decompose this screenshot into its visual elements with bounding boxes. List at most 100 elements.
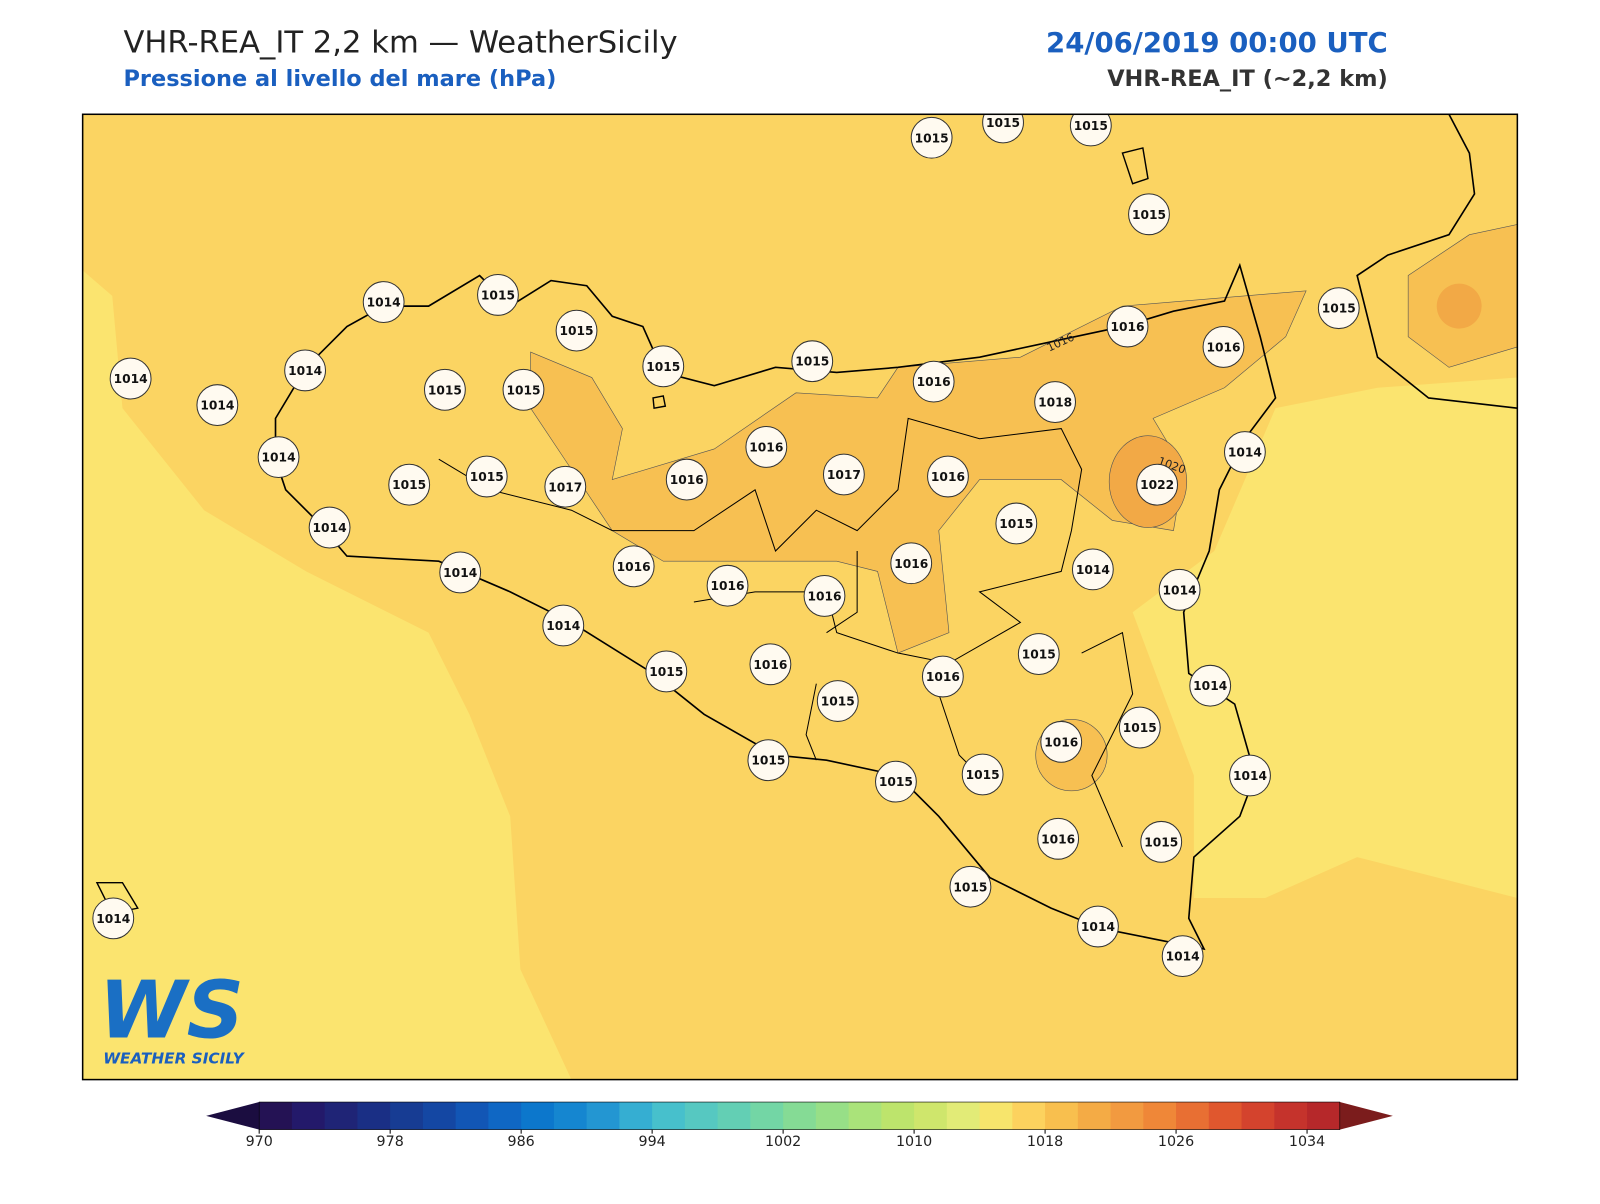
station-marker xyxy=(747,739,790,782)
colorbar-tick-label: 1010 xyxy=(896,1134,932,1150)
colorbar-bin xyxy=(553,1102,588,1130)
station-marker xyxy=(542,604,585,647)
station-marker xyxy=(1202,326,1245,368)
station-marker xyxy=(612,545,655,588)
station-marker xyxy=(1040,720,1083,763)
colorbar-bin xyxy=(291,1102,326,1130)
station-marker xyxy=(284,349,327,392)
colorbar-bin xyxy=(914,1102,948,1130)
colorbar-bin xyxy=(652,1102,686,1130)
station-value: 1015 xyxy=(1132,208,1166,222)
station-value: 1014 xyxy=(1233,769,1267,783)
colorbar-bin xyxy=(946,1102,981,1130)
colorbar-bin xyxy=(881,1102,915,1130)
station-marker xyxy=(1161,935,1204,978)
colorbar-bin xyxy=(619,1102,653,1130)
station-value: 1016 xyxy=(670,473,704,487)
colorbar-bin xyxy=(455,1102,489,1130)
station-marker xyxy=(1034,381,1077,423)
logo-name: WEATHER SICILY xyxy=(103,1050,245,1068)
station-value: 1016 xyxy=(749,440,783,454)
station-value: 1014 xyxy=(96,912,130,926)
station-value: 1016 xyxy=(753,658,787,672)
station-value: 1016 xyxy=(931,470,965,484)
station-value: 1014 xyxy=(546,619,580,633)
station-marker xyxy=(1069,114,1112,147)
colorbar-frame xyxy=(258,1101,1341,1130)
station-value: 1015 xyxy=(506,383,540,397)
colorbar-tick-label: 1002 xyxy=(765,1134,801,1150)
station-marker xyxy=(502,368,545,411)
colorbar-tick-label: 978 xyxy=(377,1134,404,1150)
station-value: 1015 xyxy=(999,517,1033,531)
colorbar-bin xyxy=(390,1102,424,1130)
colorbar-bin xyxy=(815,1102,850,1130)
colorbar-tick-label: 986 xyxy=(508,1134,535,1150)
colorbar-bin xyxy=(1110,1102,1144,1130)
colorbar-bin xyxy=(717,1102,751,1130)
station-value: 1015 xyxy=(915,131,949,145)
colorbar-tick-label: 1026 xyxy=(1158,1134,1194,1150)
colorbar-bin xyxy=(1208,1102,1243,1130)
station-marker xyxy=(912,360,955,403)
coastline xyxy=(274,262,1277,951)
station-value: 1015 xyxy=(795,355,829,369)
colorbar-bin xyxy=(1045,1102,1079,1130)
stations: 1015 1015 1015 1015 1014 1015 1015 1014 1014 1014… xyxy=(92,114,1360,978)
station-value: 1016 xyxy=(926,670,960,684)
station-marker xyxy=(949,865,992,908)
station-value: 1015 xyxy=(428,383,462,397)
colorbar-bin xyxy=(521,1102,555,1130)
station-marker xyxy=(1017,633,1060,675)
model: VHR-REA_IT (~2,2 km) xyxy=(1107,66,1388,92)
colorbar-bin xyxy=(1012,1102,1046,1130)
colorbar-bin xyxy=(1307,1102,1341,1130)
station-marker xyxy=(816,680,859,722)
station-marker xyxy=(910,116,953,159)
colorbar-bin xyxy=(1077,1102,1112,1130)
station-value: 1015 xyxy=(953,880,987,894)
colorbar-bin xyxy=(324,1102,358,1130)
station-value: 1014 xyxy=(443,566,477,580)
station-marker xyxy=(706,564,749,607)
colorbar-tick-label: 994 xyxy=(639,1134,666,1150)
station-value: 1016 xyxy=(894,557,928,571)
station-marker xyxy=(745,426,788,468)
station-marker xyxy=(1118,706,1161,749)
station-value: 1015 xyxy=(966,768,1000,782)
station-marker xyxy=(803,575,846,617)
colorbar-bin xyxy=(1176,1102,1210,1130)
station-marker xyxy=(645,650,688,693)
station-value: 1015 xyxy=(821,695,855,709)
station-value: 1022 xyxy=(1140,478,1174,492)
station-marker xyxy=(362,281,405,323)
station-value: 1014 xyxy=(313,521,347,535)
colorbar-bin xyxy=(422,1102,457,1130)
colorbar-bin xyxy=(750,1102,784,1130)
station-value: 1016 xyxy=(1044,735,1078,749)
station-value: 1015 xyxy=(986,116,1020,130)
colorbar-bin xyxy=(1241,1102,1275,1130)
station-marker xyxy=(423,368,466,411)
station-marker xyxy=(1071,548,1114,591)
colorbar-tick-label: 970 xyxy=(246,1134,273,1150)
station-value: 1015 xyxy=(1022,648,1056,662)
colorbar-bin xyxy=(586,1102,620,1130)
station-value: 1014 xyxy=(1076,563,1110,577)
station-marker xyxy=(749,643,792,686)
station-value: 1015 xyxy=(649,665,683,679)
contour-core xyxy=(1436,283,1482,329)
station-value: 1016 xyxy=(917,375,951,389)
station-marker xyxy=(257,436,300,479)
station-marker xyxy=(982,114,1024,144)
station-value: 1016 xyxy=(711,579,745,593)
station-marker xyxy=(308,506,351,549)
coastline xyxy=(1356,114,1518,409)
sea-low xyxy=(1132,377,1518,898)
station-marker xyxy=(1229,754,1271,797)
station-marker xyxy=(642,345,685,388)
logo-mark: WS xyxy=(99,963,244,1056)
station-value: 1015 xyxy=(1144,835,1178,849)
